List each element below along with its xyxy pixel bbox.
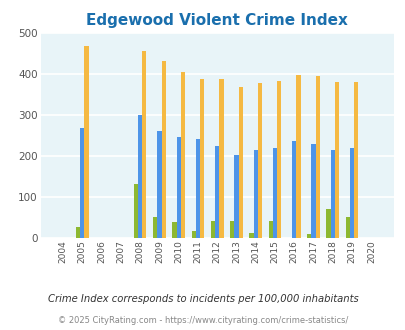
Bar xyxy=(311,144,315,238)
Bar xyxy=(315,76,319,238)
Bar xyxy=(195,139,200,238)
Bar xyxy=(253,149,257,238)
Bar xyxy=(176,137,180,238)
Bar xyxy=(76,227,80,238)
Bar xyxy=(234,155,238,238)
Bar xyxy=(161,61,165,238)
Bar xyxy=(157,131,161,238)
Bar xyxy=(238,87,242,238)
Bar xyxy=(84,46,88,238)
Bar xyxy=(330,149,334,238)
Bar xyxy=(272,148,277,238)
Bar xyxy=(354,82,358,238)
Bar xyxy=(345,217,349,238)
Bar xyxy=(80,128,84,238)
Bar xyxy=(257,83,262,238)
Bar xyxy=(249,233,253,238)
Bar xyxy=(219,79,223,238)
Bar xyxy=(268,221,272,238)
Bar xyxy=(307,234,311,238)
Bar xyxy=(230,221,234,238)
Bar xyxy=(138,115,142,238)
Bar xyxy=(133,184,138,238)
Bar xyxy=(334,82,339,238)
Bar xyxy=(349,148,354,238)
Legend: Edgewood, Kentucky, National: Edgewood, Kentucky, National xyxy=(74,329,359,330)
Bar xyxy=(142,51,146,238)
Bar xyxy=(153,217,157,238)
Bar xyxy=(180,72,185,238)
Bar xyxy=(277,81,281,238)
Title: Edgewood Violent Crime Index: Edgewood Violent Crime Index xyxy=(86,13,347,28)
Bar xyxy=(210,221,215,238)
Text: © 2025 CityRating.com - https://www.cityrating.com/crime-statistics/: © 2025 CityRating.com - https://www.city… xyxy=(58,316,347,325)
Bar xyxy=(215,146,219,238)
Bar xyxy=(326,209,330,238)
Text: Crime Index corresponds to incidents per 100,000 inhabitants: Crime Index corresponds to incidents per… xyxy=(47,294,358,304)
Bar xyxy=(200,79,204,238)
Bar xyxy=(191,231,195,238)
Bar xyxy=(292,142,296,238)
Bar xyxy=(172,222,176,238)
Bar xyxy=(296,75,300,238)
